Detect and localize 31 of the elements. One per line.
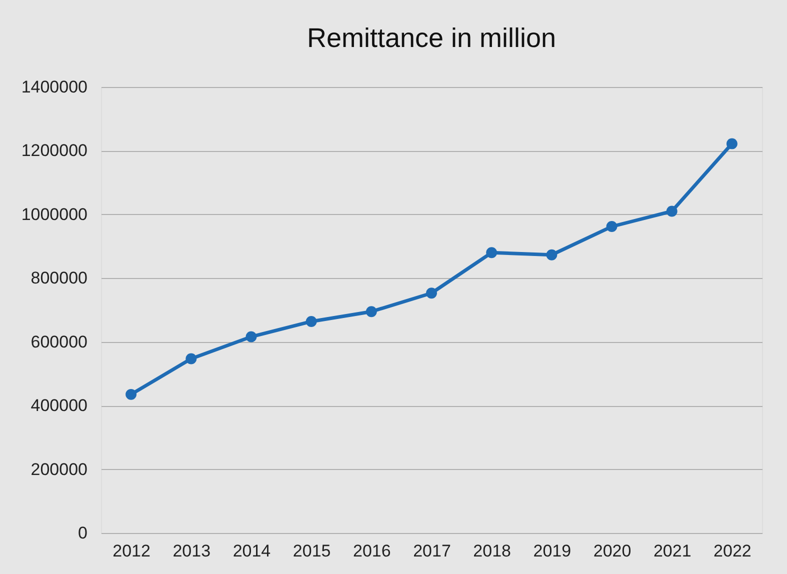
point bbox=[126, 388, 137, 400]
y-tick-label: 600000 bbox=[30, 332, 88, 352]
point bbox=[306, 316, 317, 327]
x-tick-label: 2016 bbox=[352, 542, 391, 560]
point bbox=[366, 306, 377, 318]
x-tick-label: 2020 bbox=[593, 542, 632, 560]
x-tick-label: 2019 bbox=[533, 542, 572, 560]
y-tick-label: 800000 bbox=[30, 268, 88, 288]
y-tick-label: 1400000 bbox=[21, 78, 88, 96]
point bbox=[726, 138, 738, 150]
point bbox=[186, 353, 197, 364]
x-tick-label: 2014 bbox=[232, 542, 271, 560]
y-tick-label: 1200000 bbox=[21, 141, 88, 160]
y-tick-label: 0 bbox=[78, 524, 88, 542]
point bbox=[666, 206, 678, 217]
point bbox=[426, 288, 437, 299]
point bbox=[606, 221, 618, 232]
x-tick-label: 2012 bbox=[112, 542, 150, 560]
point bbox=[486, 247, 498, 258]
y-tick-label: 400000 bbox=[30, 396, 88, 416]
x-tick-label: 2022 bbox=[714, 542, 752, 560]
x-tick-label: 2013 bbox=[172, 542, 211, 560]
x-tick-label: 2015 bbox=[292, 542, 331, 560]
x-tick-label: 2018 bbox=[473, 542, 512, 560]
point bbox=[246, 331, 257, 342]
x-tick-label: 2017 bbox=[413, 542, 451, 560]
chart-title: Remittance in million bbox=[306, 23, 556, 53]
y-tick-label: 200000 bbox=[30, 460, 88, 479]
x-tick-label: 2021 bbox=[653, 542, 692, 560]
point bbox=[546, 249, 558, 260]
y-tick-label: 1000000 bbox=[21, 204, 88, 224]
